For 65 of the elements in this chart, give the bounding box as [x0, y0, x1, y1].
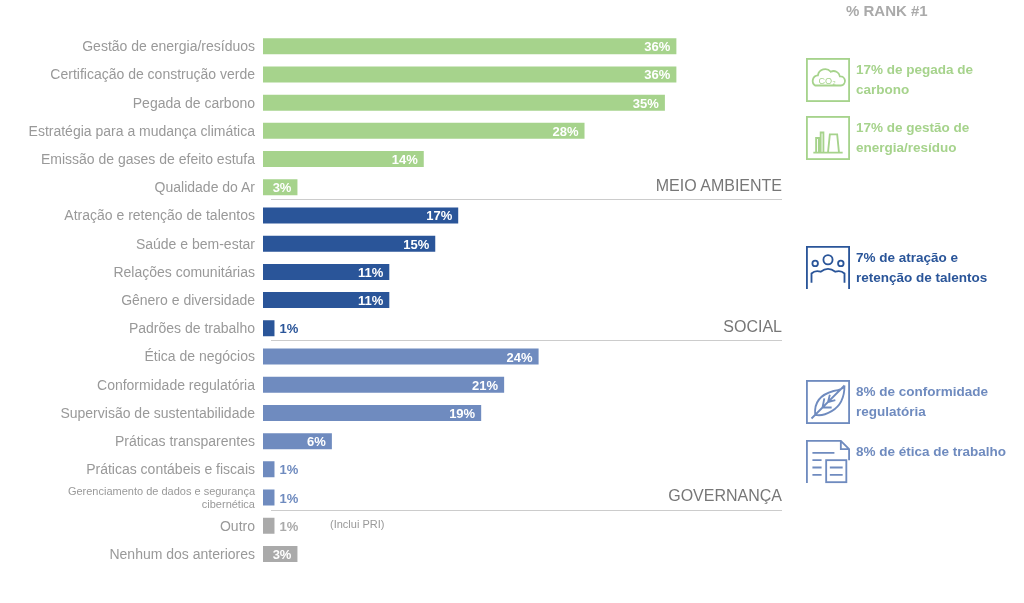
- y-tick-label: Padrões de trabalho: [128, 320, 256, 337]
- data-label: 14%: [391, 152, 419, 168]
- bar: [263, 292, 390, 309]
- y-tick-label: Gestão de energia/resíduos: [82, 38, 255, 55]
- data-label: 6%: [307, 434, 327, 450]
- y-tick-label: Conformidade regulatória: [97, 376, 256, 393]
- text: 7% de atração e retenção de talentos: [856, 249, 989, 287]
- y-tick-label: Atração e retenção de talentos: [64, 207, 255, 224]
- data-label: 1%: [279, 321, 299, 337]
- data-label: 11%: [358, 264, 384, 280]
- y-tick-label: Estratégia para a mudança climática: [28, 122, 256, 139]
- data-label: 24%: [506, 349, 534, 365]
- y-tick-label: Qualidade do Ar: [154, 179, 256, 196]
- y-tick-label: Outro: [219, 517, 256, 534]
- bar: [263, 38, 677, 55]
- bar: [263, 122, 585, 139]
- y-tick-label: Gênero e diversidade: [121, 292, 256, 308]
- y-tick-label: Ética de negócios: [144, 348, 255, 365]
- bar: [263, 320, 275, 337]
- annotation: (Inclui PRI): [330, 517, 385, 530]
- text: 8% de conformidade regulatória: [856, 383, 990, 421]
- data-label: 21%: [472, 377, 499, 393]
- y-tick-label: Práticas transparentes: [114, 433, 255, 450]
- bar: [263, 235, 436, 252]
- bar: [263, 263, 390, 280]
- y-tick-label: Pegada de carbono: [132, 94, 256, 111]
- data-label: 3%: [272, 180, 292, 196]
- bar: [263, 376, 505, 393]
- data-label: 28%: [552, 123, 579, 139]
- data-label: 3%: [272, 547, 292, 562]
- bar: [263, 94, 665, 111]
- text: SOCIAL: [723, 318, 782, 336]
- text: % RANK #1: [846, 2, 928, 19]
- bar: [263, 404, 482, 421]
- y-tick-label: Supervisão de sustentabilidade: [60, 404, 256, 421]
- data-label: 35%: [632, 95, 660, 111]
- bar: [263, 348, 539, 365]
- data-label: 15%: [403, 236, 430, 252]
- y-tick-label: Nenhum dos anteriores: [109, 545, 255, 562]
- data-label: 1%: [279, 518, 299, 534]
- data-label: 1%: [279, 490, 299, 506]
- data-label: 1%: [279, 462, 299, 478]
- cloud-icon: CO₂: [806, 56, 850, 104]
- data-label: 36%: [644, 39, 671, 55]
- bar: [263, 207, 459, 224]
- data-label: 11%: [358, 293, 384, 309]
- annotation: GOVERNANÇA: [668, 487, 782, 505]
- text: 17% de gestão de energia/resíduo: [856, 119, 971, 157]
- data-label: 36%: [644, 67, 671, 83]
- y-tick-label: Gerenciamento de dados e segurança cibernética: [67, 485, 256, 511]
- bar: [263, 489, 275, 506]
- y-tick-label: Emissão de gases de efeito estufa: [40, 150, 256, 167]
- y-tick-label: Certificação de construção verde: [50, 66, 256, 83]
- bar: [263, 461, 275, 478]
- bar: [263, 517, 275, 534]
- text: 17% de pegada de carbono: [856, 61, 975, 99]
- y-tick-label: Saúde e bem-estar: [135, 235, 256, 252]
- text: 8% de ética de trabalho: [856, 443, 1008, 461]
- bar: [263, 66, 677, 83]
- data-label: 19%: [449, 405, 476, 421]
- y-tick-label: Práticas contábeis e fiscais: [86, 461, 255, 478]
- data-label: 17%: [426, 208, 453, 224]
- bar: [263, 151, 424, 168]
- y-tick-label: Relações comunitárias: [113, 263, 255, 280]
- annotation: MEIO AMBIENTE: [655, 177, 782, 195]
